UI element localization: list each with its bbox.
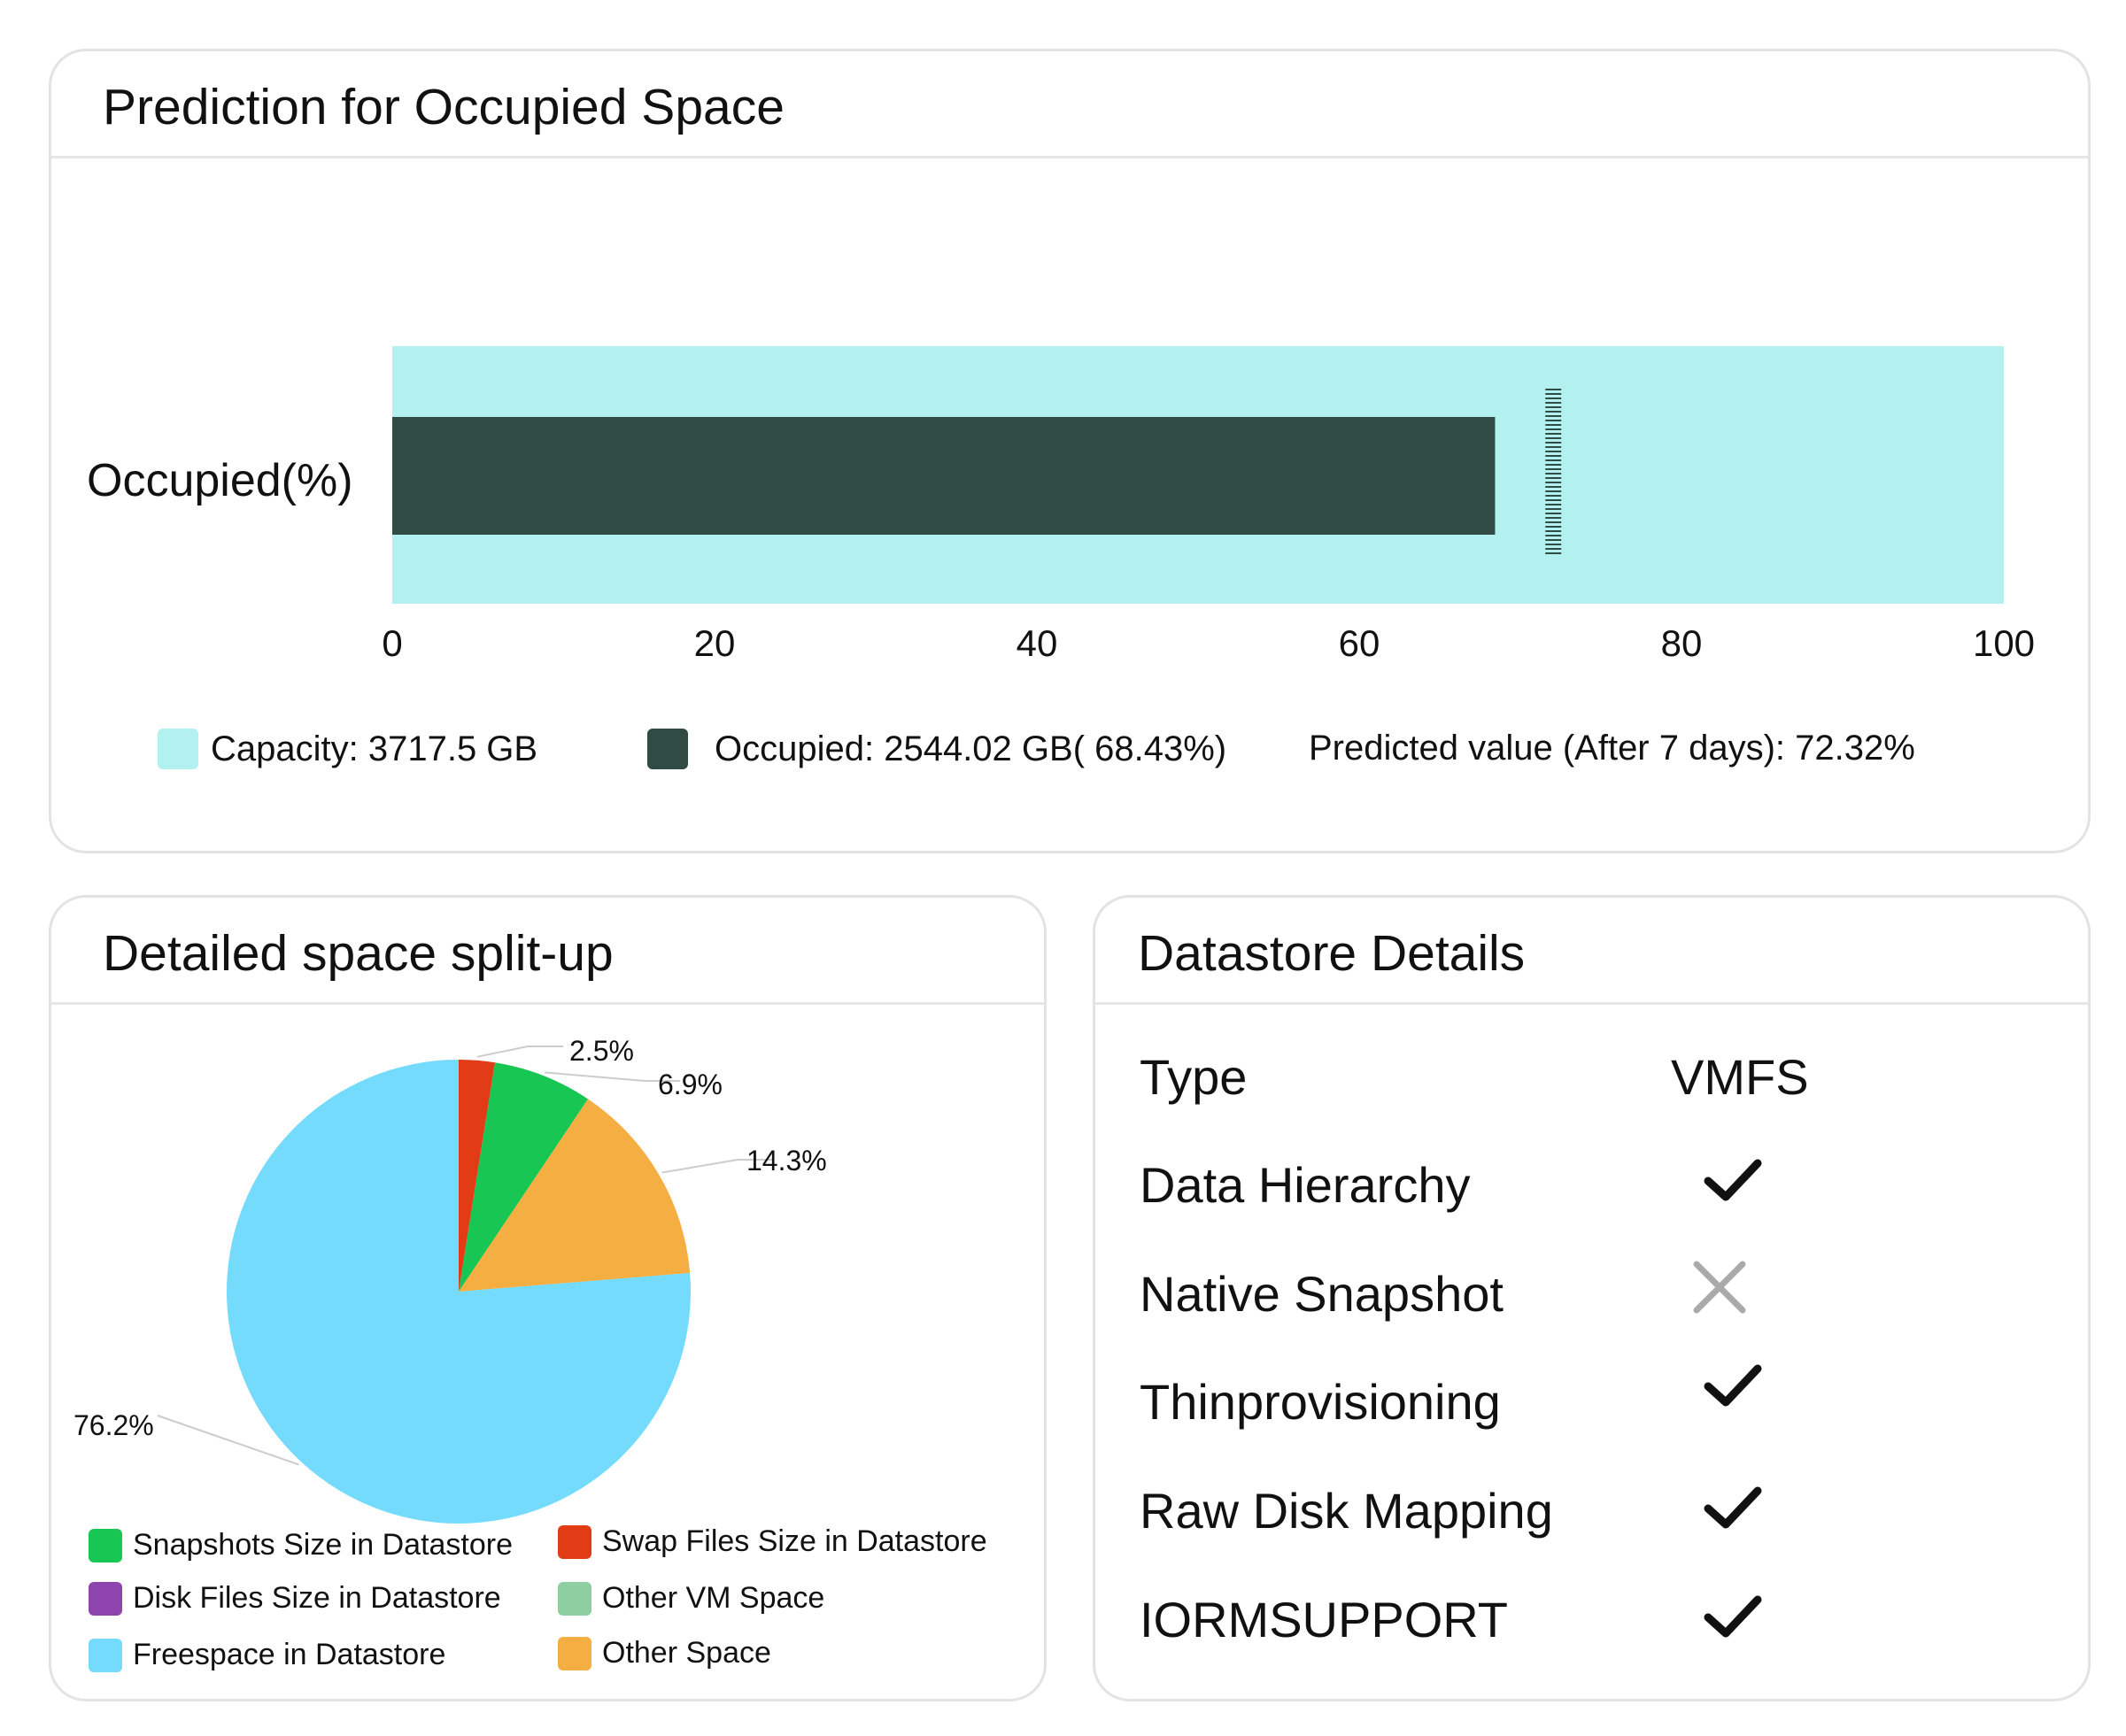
legend-disk-files: Disk Files Size in Datastore bbox=[89, 1581, 501, 1616]
legend-disk-files-label: Disk Files Size in Datastore bbox=[133, 1581, 501, 1615]
legend-freespace: Freespace in Datastore bbox=[89, 1638, 445, 1672]
check-icon bbox=[1704, 1159, 1762, 1201]
datastore-row-label: IORMSUPPORT bbox=[1140, 1592, 1508, 1647]
prediction-title: Prediction for Occupied Space bbox=[103, 79, 785, 135]
legend-freespace-swatch bbox=[89, 1638, 122, 1672]
datastore-row-raw-disk-mapping: Raw Disk Mapping bbox=[1095, 1482, 2088, 1553]
legend-disk-files-swatch bbox=[89, 1581, 122, 1616]
pie-slice bbox=[459, 1099, 691, 1292]
pie-slice bbox=[227, 1060, 692, 1524]
legend-occupied-label: Occupied: 2544.02 GB( 68.43%) bbox=[715, 729, 1227, 768]
datastore-row-value: VMFS bbox=[1671, 1049, 1809, 1105]
datastore-row-thinprovisioning: Thinprovisioning bbox=[1095, 1364, 2088, 1444]
pie-leader-line bbox=[661, 1159, 773, 1174]
check-icon bbox=[1704, 1364, 1762, 1407]
x-tick-label: 100 bbox=[1972, 622, 2036, 664]
datastore-row-label: Data Hierarchy bbox=[1140, 1157, 1471, 1213]
datastore-row-label: Type bbox=[1140, 1049, 1248, 1105]
check-icon bbox=[1704, 1486, 1762, 1529]
x-tick-label: 80 bbox=[1660, 622, 1703, 664]
pie-data-label: 14.3% bbox=[746, 1145, 827, 1177]
pie-data-label: 2.5% bbox=[569, 1035, 634, 1067]
pie-slice bbox=[459, 1060, 496, 1292]
x-tick-label: 20 bbox=[693, 622, 736, 664]
predicted-marker bbox=[1545, 389, 1562, 554]
legend-swap-files: Swap Files Size in Datastore bbox=[558, 1524, 987, 1559]
legend-occupied: Occupied: 2544.02 GB( 68.43%) bbox=[647, 729, 1226, 769]
datastore-divider bbox=[1095, 1002, 2088, 1005]
legend-swap-files-label: Swap Files Size in Datastore bbox=[602, 1524, 987, 1558]
prediction-card: Prediction for Occupied Space Occupied(%… bbox=[49, 49, 2091, 853]
split-divider bbox=[51, 1002, 1044, 1005]
x-tick-label: 40 bbox=[1016, 622, 1058, 664]
legend-occupied-swatch bbox=[647, 729, 688, 769]
category-label: Occupied(%) bbox=[87, 455, 353, 506]
legend-other-space-label: Other Space bbox=[602, 1636, 771, 1670]
datastore-row-label: Raw Disk Mapping bbox=[1140, 1483, 1553, 1539]
datastore-row-data-hierarchy: Data Hierarchy bbox=[1095, 1156, 2088, 1227]
datastore-row-label: Thinprovisioning bbox=[1140, 1374, 1501, 1430]
datastore-row-type: Type VMFS bbox=[1095, 1048, 2088, 1119]
datastore-row-label: Native Snapshot bbox=[1140, 1266, 1504, 1322]
legend-capacity: Capacity: 3717.5 GB bbox=[158, 729, 537, 769]
pie-slice bbox=[459, 1062, 589, 1292]
legend-snapshots: Snapshots Size in Datastore bbox=[89, 1528, 513, 1562]
legend-predicted-label: Predicted value (After 7 days): 72.32% bbox=[1309, 729, 1915, 768]
legend-other-vm-swatch bbox=[558, 1581, 591, 1616]
legend-swap-files-swatch bbox=[558, 1524, 591, 1559]
prediction-divider bbox=[51, 156, 2088, 158]
datastore-row-native-snapshot: Native Snapshot bbox=[1095, 1261, 2088, 1336]
pie-leader-line bbox=[476, 1045, 563, 1058]
legend-other-space-swatch bbox=[558, 1636, 591, 1670]
pie-data-label: 76.2% bbox=[73, 1409, 154, 1441]
legend-freespace-label: Freespace in Datastore bbox=[133, 1638, 446, 1671]
legend-capacity-swatch bbox=[158, 729, 198, 769]
x-tick-label: 60 bbox=[1338, 622, 1380, 664]
legend-predicted: Predicted value (After 7 days): 72.32% bbox=[1309, 729, 1915, 768]
legend-other-vm: Other VM Space bbox=[558, 1581, 824, 1616]
split-title: Detailed space split-up bbox=[103, 925, 614, 982]
x-tick-label: 0 bbox=[382, 622, 403, 664]
legend-other-space: Other Space bbox=[558, 1636, 771, 1670]
legend-capacity-label: Capacity: 3717.5 GB bbox=[211, 729, 538, 768]
pie-data-label: 6.9% bbox=[658, 1069, 723, 1100]
legend-snapshots-swatch bbox=[89, 1528, 122, 1562]
cross-icon bbox=[1693, 1261, 1746, 1314]
pie-chart: 2.5% 6.9% 14.3% 76.2% bbox=[73, 1035, 827, 1524]
split-card: Detailed space split-up 2.5% 6.9% 14.3% 76.… bbox=[49, 895, 1047, 1701]
pie-leader-line bbox=[545, 1071, 680, 1082]
bullet-chart bbox=[392, 346, 2004, 604]
occupied-bar bbox=[392, 417, 1496, 535]
datastore-row-iormsupport: IORMSUPPORT bbox=[1095, 1591, 2088, 1662]
check-icon bbox=[1704, 1595, 1762, 1638]
legend-other-vm-label: Other VM Space bbox=[602, 1581, 825, 1615]
datastore-title: Datastore Details bbox=[1138, 925, 1526, 982]
datastore-card: Datastore Details Type VMFS Data Hierarc… bbox=[1093, 895, 2091, 1701]
pie-leader-line bbox=[157, 1415, 299, 1466]
legend-snapshots-label: Snapshots Size in Datastore bbox=[133, 1528, 514, 1562]
